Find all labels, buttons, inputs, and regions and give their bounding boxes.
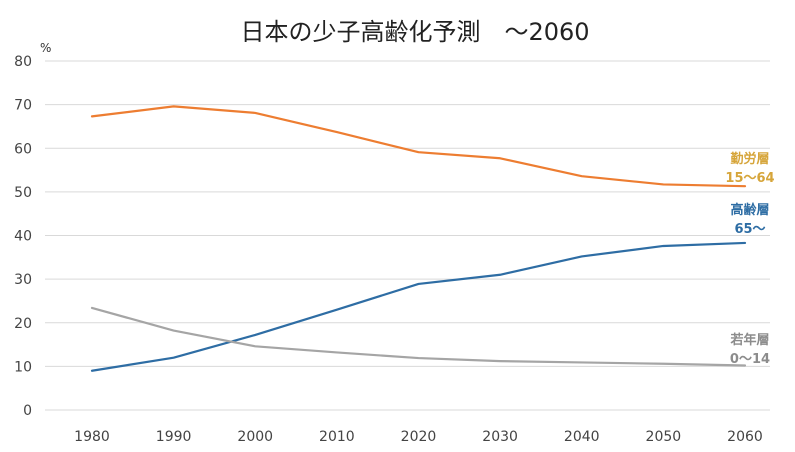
y-ticks: 0 10 20 30 40 50 60 70 80 [14,54,32,419]
y-tick-label: 30 [14,272,32,288]
y-tick-label: 50 [14,185,32,201]
grid [45,60,770,411]
x-tick-label: 1990 [156,429,192,445]
x-ticks: 1980 1990 2000 2010 2020 2030 2040 2050 2060 [74,429,763,445]
label-elderly-range: 65～ [734,222,765,237]
x-tick-label: 2040 [564,429,600,445]
label-working-range: 15～64 [725,171,774,186]
y-tick-label: 40 [14,229,32,245]
x-tick-label: 2020 [401,429,437,445]
y-axis-unit: % [40,41,51,55]
series-line-2 [90,306,747,367]
y-tick-label: 70 [14,98,32,114]
y-tick-label: 80 [14,54,32,70]
series-line-1 [90,241,747,372]
series-lines [90,105,747,372]
x-tick-label: 1980 [74,429,110,445]
label-young-range: 0～14 [730,352,770,367]
y-tick-label: 0 [23,403,32,419]
y-tick-label: 20 [14,316,32,332]
x-tick-label: 2050 [646,429,682,445]
label-working-name: 勤労層 [730,151,769,167]
label-young-name: 若年層 [729,332,769,348]
y-tick-label: 60 [14,141,32,157]
x-tick-label: 2060 [727,429,763,445]
chart-title: 日本の少子高齢化予測 ～2060 [240,18,589,46]
x-tick-label: 2010 [319,429,355,445]
y-tick-label: 10 [14,359,32,375]
series-line-0 [90,105,747,188]
x-tick-label: 2030 [482,429,518,445]
label-elderly-name: 高齢層 [730,202,769,218]
x-tick-label: 2000 [237,429,273,445]
